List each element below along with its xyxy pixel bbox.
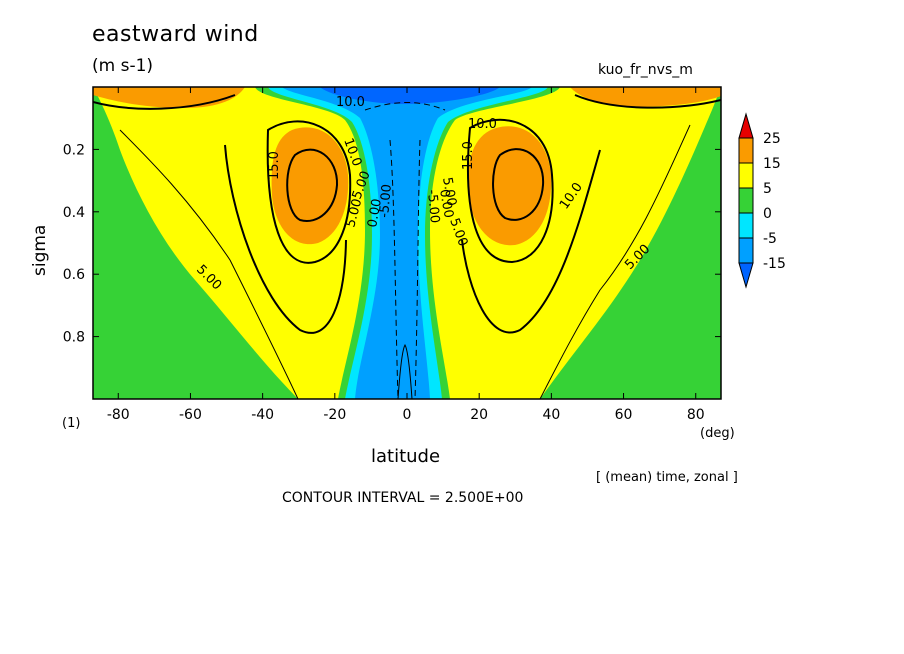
- colorbar-label: 25: [763, 131, 781, 147]
- contour-line: [397, 344, 413, 399]
- colorbar-label: -15: [763, 256, 786, 272]
- colorbar-label: 15: [763, 156, 781, 172]
- contour-label: 0.00: [365, 198, 385, 229]
- colorbar-box: [738, 237, 754, 264]
- contour-line: [492, 148, 545, 221]
- region-upper-easterly-core: [320, 87, 500, 104]
- colorbar-label: 5: [763, 181, 772, 197]
- x-tick-label: 40: [542, 407, 560, 423]
- colorbar-box: [738, 187, 754, 214]
- contour-line: [286, 148, 339, 222]
- filled-contours: [93, 87, 721, 399]
- contour-label: 15.0: [461, 141, 476, 170]
- colorbar-box: [738, 137, 754, 164]
- contour-line: [467, 118, 554, 264]
- chart-units: (m s-1): [92, 56, 154, 76]
- colorbar: 25 15 5 0 -5 -15: [738, 112, 786, 289]
- contour-line: [414, 139, 421, 399]
- contour-line: [119, 129, 299, 399]
- x-tick-label: 0: [403, 407, 412, 423]
- chart-title: eastward wind: [92, 22, 259, 47]
- x-tick-label: -20: [323, 407, 346, 423]
- x-tick-label: -60: [179, 407, 202, 423]
- x-tick-label: -80: [107, 407, 130, 423]
- colorbar-box: [738, 212, 754, 239]
- region-0-to-5-south: [93, 87, 298, 399]
- level-label: (1): [62, 416, 81, 431]
- statistics-note: [ (mean) time, zonal ]: [596, 470, 738, 485]
- x-tick-label: -40: [251, 407, 274, 423]
- run-name: kuo_fr_nvs_m: [598, 62, 693, 78]
- contour-label: -5.00: [377, 184, 395, 219]
- contour-line: [93, 94, 236, 110]
- region-15-to-25-south-jet: [271, 127, 349, 245]
- region-15-to-25-north-jet: [467, 126, 552, 246]
- x-tick-label: 60: [615, 407, 633, 423]
- region-minus15-to-minus5: [282, 87, 532, 399]
- contour-line: [266, 120, 352, 264]
- colorbar-arrow-top: [738, 112, 754, 139]
- contour-line: [574, 94, 721, 109]
- y-tick-label: 0.6: [63, 267, 85, 283]
- contour-line: [389, 139, 399, 399]
- contour-label: 10.0: [336, 95, 365, 110]
- contour-line: [224, 144, 347, 334]
- x-tick-label: 20: [470, 407, 488, 423]
- contour-label: 0.00: [436, 188, 456, 219]
- contour-label: -5.00: [424, 189, 442, 224]
- contour-label: 5.00: [343, 197, 365, 229]
- x-tick-label: 80: [687, 407, 705, 423]
- colorbar-box: [738, 162, 754, 189]
- region-0-to-5-north: [540, 87, 721, 399]
- contour-interval-note: CONTOUR INTERVAL = 2.500E+00: [282, 490, 524, 506]
- y-tick-label: 0.8: [63, 330, 85, 346]
- contour-lines: [93, 94, 721, 399]
- colorbar-arrow-bottom: [738, 262, 754, 289]
- colorbar-label: -5: [763, 231, 777, 247]
- contour-line: [539, 124, 691, 399]
- contour-label: 15.0: [267, 151, 282, 180]
- y-tick-label: 0.2: [63, 142, 85, 158]
- colorbar-label: 0: [763, 206, 772, 222]
- x-axis-label: latitude: [371, 446, 441, 467]
- contour-label: 10.0: [468, 117, 497, 132]
- contour-line: [461, 149, 601, 334]
- contour-label: 5.00: [439, 176, 459, 207]
- contour-line: [364, 102, 446, 111]
- axes: -80 -60 -40 -20 0 20 40 60 80 0.2 0.4 0.6 0.8: [63, 87, 721, 423]
- region-15-to-25-north-top: [570, 87, 721, 107]
- y-tick-label: 0.4: [63, 205, 85, 221]
- x-unit-label: (deg): [700, 426, 735, 441]
